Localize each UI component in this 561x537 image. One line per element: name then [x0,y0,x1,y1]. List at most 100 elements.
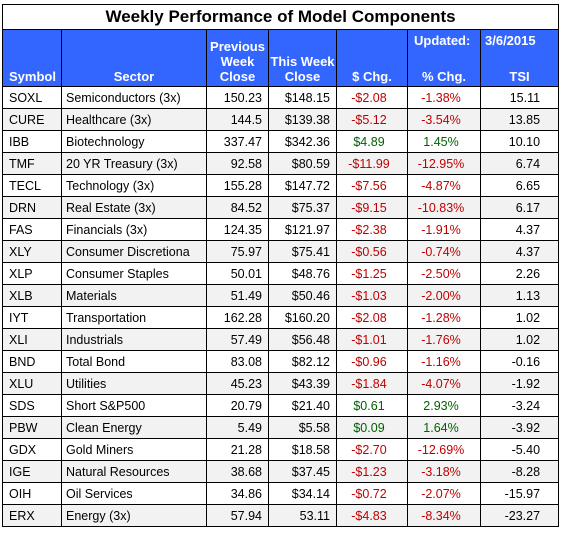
table-row: PBW Clean Energy 5.49 $5.58 $0.09 1.64% -3.92 [2,416,560,439]
prev-close-cell: 5.49 [206,416,269,439]
dollar-change-cell: -$5.12 [336,108,408,131]
dollar-change-cell: -$11.99 [336,152,408,175]
pct-change-cell: -2.07% [407,482,481,505]
symbol-cell: IGE [2,460,62,483]
sector-cell: Consumer Staples [61,262,207,285]
symbol-cell: DRN [2,196,62,219]
this-close-cell: $50.46 [268,284,337,307]
header-this-close: This Week Close [268,29,337,87]
table-row: DRN Real Estate (3x) 84.52 $75.37 -$9.15 -10.… [2,196,560,219]
symbol-cell: TECL [2,174,62,197]
table-row: CURE Healthcare (3x) 144.5 $139.38 -$5.12 -3.… [2,108,560,131]
prev-close-cell: 84.52 [206,196,269,219]
sector-cell: Clean Energy [61,416,207,439]
symbol-cell: BND [2,350,62,373]
this-close-cell: $121.97 [268,218,337,241]
header-symbol: Symbol [2,29,62,87]
this-close-cell: $75.37 [268,196,337,219]
prev-close-cell: 21.28 [206,438,269,461]
symbol-cell: XLI [2,328,62,351]
this-close-cell: $34.14 [268,482,337,505]
tsi-cell: -3.92 [479,416,560,439]
this-close-cell: $342.36 [268,130,337,153]
sector-cell: Short S&P500 [61,394,207,417]
tsi-cell: 6.17 [479,196,560,219]
sector-cell: Gold Miners [61,438,207,461]
this-close-cell: $147.72 [268,174,337,197]
sector-cell: Industrials [61,328,207,351]
symbol-cell: XLB [2,284,62,307]
pct-change-cell: -3.18% [407,460,481,483]
symbol-cell: PBW [2,416,62,439]
table-row: XLI Industrials 57.49 $56.48 -$1.01 -1.76% 1.0… [2,328,560,351]
sector-cell: Biotechnology [61,130,207,153]
pct-change-cell: -1.38% [407,86,481,109]
prev-close-cell: 45.23 [206,372,269,395]
updated-date: 3/6/2015 [485,33,536,48]
this-close-cell: 53.11 [268,504,337,527]
dollar-change-cell: -$2.08 [336,306,408,329]
this-close-cell: $18.58 [268,438,337,461]
tsi-cell: 13.85 [479,108,560,131]
prev-close-cell: 92.58 [206,152,269,175]
prev-close-cell: 38.68 [206,460,269,483]
pct-change-cell: -8.34% [407,504,481,527]
symbol-cell: XLP [2,262,62,285]
symbol-cell: SDS [2,394,62,417]
sector-cell: Oil Services [61,482,207,505]
dollar-change-cell: -$1.23 [336,460,408,483]
table-row: ERX Energy (3x) 57.94 53.11 -$4.83 -8.34% -23.… [2,504,560,527]
prev-close-cell: 337.47 [206,130,269,153]
dollar-change-cell: -$1.03 [336,284,408,307]
this-close-cell: $5.58 [268,416,337,439]
prev-close-cell: 144.5 [206,108,269,131]
performance-table: Weekly Performance of Model Components S… [1,4,560,527]
updated-label: Updated: [414,33,471,48]
header-dollar-change: $ Chg. [336,29,408,87]
this-close-cell: $75.41 [268,240,337,263]
this-close-cell: $21.40 [268,394,337,417]
sector-cell: 20 YR Treasury (3x) [61,152,207,175]
this-close-cell: $56.48 [268,328,337,351]
sector-cell: Real Estate (3x) [61,196,207,219]
this-close-cell: $43.39 [268,372,337,395]
pct-change-cell: 1.45% [407,130,481,153]
prev-close-cell: 124.35 [206,218,269,241]
sector-cell: Semiconductors (3x) [61,86,207,109]
prev-close-cell: 51.49 [206,284,269,307]
table-row: FAS Financials (3x) 124.35 $121.97 -$2.38 -1.… [2,218,560,241]
prev-close-cell: 155.28 [206,174,269,197]
tsi-cell: 2.26 [479,262,560,285]
pct-change-cell: -2.50% [407,262,481,285]
table-row: XLU Utilities 45.23 $43.39 -$1.84 -4.07% -1.92 [2,372,560,395]
symbol-cell: IYT [2,306,62,329]
prev-close-cell: 162.28 [206,306,269,329]
sector-cell: Healthcare (3x) [61,108,207,131]
tsi-cell: 1.13 [479,284,560,307]
sector-cell: Technology (3x) [61,174,207,197]
dollar-change-cell: -$0.96 [336,350,408,373]
sector-cell: Consumer Discretiona [61,240,207,263]
table-row: IGE Natural Resources 38.68 $37.45 -$1.23 -3.… [2,460,560,483]
table-title: Weekly Performance of Model Components [1,4,560,30]
dollar-change-cell: -$2.38 [336,218,408,241]
symbol-cell: ERX [2,504,62,527]
prev-close-cell: 150.23 [206,86,269,109]
sector-cell: Utilities [61,372,207,395]
pct-change-cell: 2.93% [407,394,481,417]
dollar-change-cell: -$0.56 [336,240,408,263]
symbol-cell: XLY [2,240,62,263]
prev-close-cell: 50.01 [206,262,269,285]
pct-change-cell: -1.28% [407,306,481,329]
dollar-change-cell: -$1.01 [336,328,408,351]
symbol-cell: GDX [2,438,62,461]
header-prev-close: Previous Week Close [206,29,269,87]
pct-change-cell: -4.07% [407,372,481,395]
header-row: Symbol Sector Previous Week Close This W… [2,29,560,87]
tsi-cell: 4.37 [479,218,560,241]
pct-change-cell: -12.69% [407,438,481,461]
table-row: TMF 20 YR Treasury (3x) 92.58 $80.59 -$11.99… [2,152,560,175]
sector-cell: Transportation [61,306,207,329]
table-row: XLP Consumer Staples 50.01 $48.76 -$1.25 -2.5… [2,262,560,285]
dollar-change-cell: -$2.70 [336,438,408,461]
